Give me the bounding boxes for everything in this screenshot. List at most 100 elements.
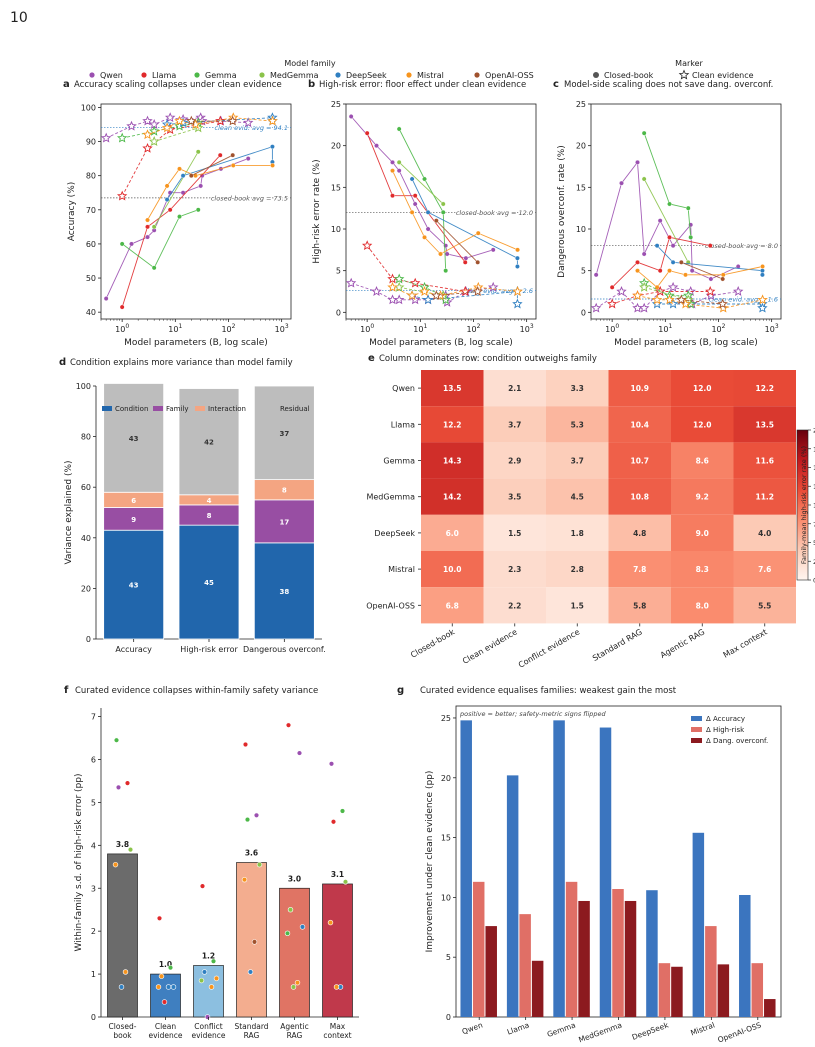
bar-segment-residual <box>253 385 315 481</box>
data-point <box>195 149 201 155</box>
heatmap-row-label: Gemma <box>383 457 415 466</box>
x-tick-label: Closed- <box>109 1022 137 1031</box>
data-point <box>641 130 647 136</box>
series-line-gemma <box>121 209 199 269</box>
heatmap-cell <box>733 514 796 551</box>
family-point <box>285 722 292 728</box>
y-tick-label: 40 <box>81 534 91 543</box>
data-point-star <box>362 240 373 251</box>
legend-swatch-residual <box>267 406 277 411</box>
family-point <box>199 883 206 889</box>
x-tick-label: RAG <box>287 1031 303 1040</box>
heatmap-cell <box>421 478 484 515</box>
family-point <box>170 984 177 990</box>
data-point <box>145 234 150 240</box>
data-point <box>177 166 182 172</box>
data-point-star <box>651 294 663 305</box>
data-point-star <box>371 286 382 296</box>
heatmap-cell-value: 2.9 <box>508 457 521 466</box>
data-point <box>641 251 647 257</box>
data-point <box>177 214 182 220</box>
y-tick-label: 80 <box>86 172 96 181</box>
x-tick-label: evidence <box>148 1031 182 1040</box>
heatmap-row-label: Qwen <box>392 384 415 393</box>
bar-segment-condition <box>253 542 315 640</box>
legend-swatch-mistral <box>406 72 412 78</box>
legend-title: Marker <box>675 59 703 68</box>
legend-label: Interaction <box>208 405 246 413</box>
bar-high-risk <box>658 963 671 1017</box>
data-point <box>270 163 275 168</box>
heatmap-cell-value: 10.4 <box>630 420 649 429</box>
data-point <box>667 268 672 274</box>
data-point <box>151 224 157 230</box>
series-line-openai-oss <box>191 154 233 177</box>
legend-label: Δ Accuracy <box>706 715 745 723</box>
legend-label: Gemma <box>205 71 237 80</box>
x-tick-label: Llama <box>506 1020 530 1036</box>
x-tick-label: 101 <box>658 323 672 334</box>
legend-swatch <box>691 716 702 721</box>
x-axis-label: Model parameters (B, log scale) <box>124 338 268 348</box>
heatmap-cell-value: 1.5 <box>508 529 521 538</box>
series-line-openai-oss <box>435 220 479 263</box>
heatmap-cell-value: 13.5 <box>755 420 774 429</box>
bar <box>236 862 267 1018</box>
heatmap-cell <box>608 551 671 588</box>
heatmap-cell-value: 8.3 <box>696 565 709 574</box>
heatmap-cell <box>671 551 734 588</box>
panel-label: d <box>59 357 66 368</box>
colorbar-tick-label: 0.0 <box>813 577 815 585</box>
series-line-qwen <box>350 116 494 259</box>
family-point <box>167 964 174 971</box>
data-point <box>396 126 402 132</box>
x-axis-label: Model parameters (B, log scale) <box>369 338 513 348</box>
data-point-star <box>664 294 675 305</box>
data-point-star <box>393 294 405 305</box>
data-point-star <box>267 115 278 126</box>
family-point <box>198 977 205 984</box>
colorbar-label: Family-mean high-risk error rate (%) <box>800 446 808 564</box>
x-tick-label: 100 <box>360 323 374 334</box>
x-tick-label: Clean <box>155 1022 177 1031</box>
bar-value-label: 43 <box>129 582 139 590</box>
reference-line-label: closed-book avg = 8.0 <box>705 242 778 250</box>
bar-value-label: 37 <box>279 430 289 438</box>
data-point-star <box>116 190 128 201</box>
legend-swatch-llama <box>141 72 147 78</box>
series-line-gemma <box>399 278 447 301</box>
bar-value-label: 38 <box>279 588 289 596</box>
data-point-star <box>732 286 744 296</box>
data-point <box>515 255 520 261</box>
data-point-star <box>757 302 768 313</box>
heatmap-cell-value: 10.7 <box>630 457 649 466</box>
heatmap-cell-value: 12.2 <box>443 420 462 429</box>
family-point <box>118 984 125 990</box>
panel-label: c <box>553 79 559 90</box>
bar <box>193 965 224 1018</box>
family-point <box>158 973 165 979</box>
data-point-star <box>227 115 238 126</box>
series-line-openai-oss <box>436 291 478 297</box>
y-tick-label: 10 <box>576 225 586 234</box>
panel-title: Condition explains more variance than mo… <box>70 358 293 368</box>
data-point <box>654 243 660 249</box>
heatmap-column-label: Max context <box>722 627 769 659</box>
data-point <box>490 247 496 253</box>
y-tick-label: 5 <box>446 953 451 962</box>
family-point <box>284 930 291 937</box>
x-tick-label: RAG <box>244 1031 260 1040</box>
heatmap-cell-value: 9.2 <box>696 493 709 502</box>
family-point <box>208 984 215 990</box>
heatmap-row-label: Mistral <box>388 565 415 574</box>
heatmap-row-label: DeepSeek <box>374 529 415 538</box>
heatmap-row-label: MedGemma <box>366 493 415 502</box>
family-point <box>165 984 172 990</box>
heatmap-cell <box>546 551 609 588</box>
heatmap-cell-value: 9.0 <box>696 529 709 538</box>
bar-segment-residual <box>178 388 240 496</box>
heatmap-cell-value: 11.2 <box>755 493 774 502</box>
bar <box>150 973 181 1018</box>
heatmap-cell <box>671 406 734 443</box>
